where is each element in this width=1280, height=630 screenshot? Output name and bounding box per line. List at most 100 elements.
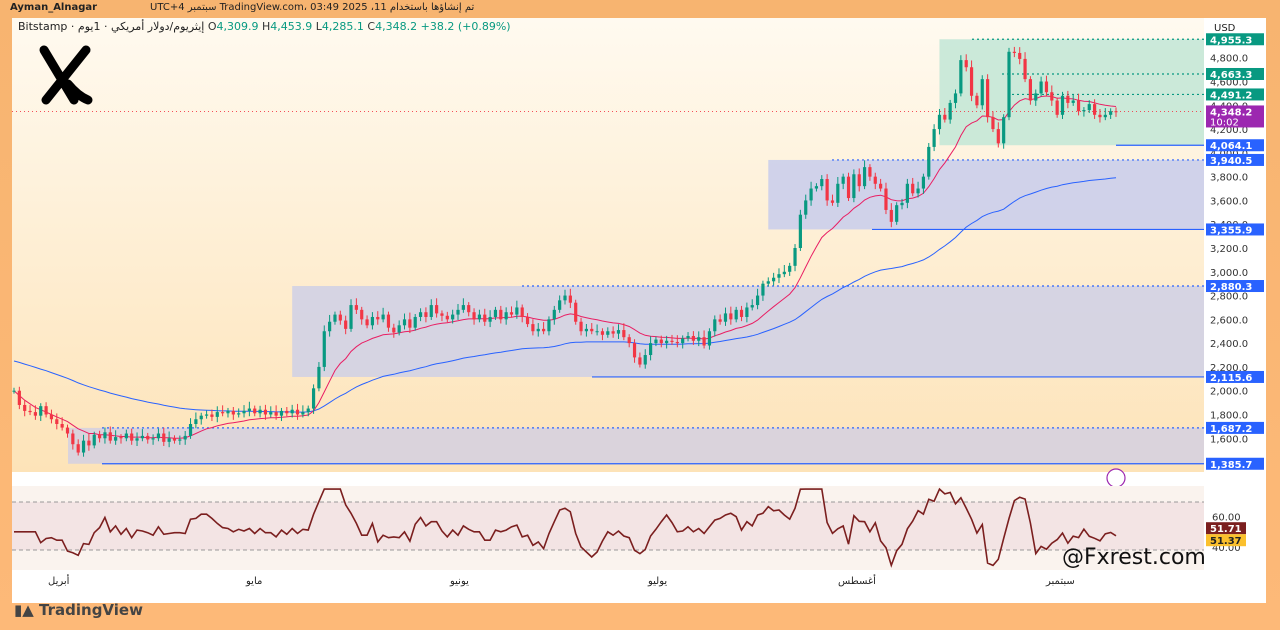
candle (477, 309, 482, 323)
candle-body (590, 328, 594, 332)
candle-body (290, 409, 294, 414)
candle-body (841, 176, 845, 184)
candle (991, 111, 995, 133)
candle (648, 336, 653, 361)
candle-body (884, 188, 888, 210)
candle (440, 310, 444, 322)
candle (964, 54, 968, 72)
candle-body (777, 274, 781, 278)
candle-body (937, 114, 942, 130)
candle (558, 295, 562, 313)
month-label: أبريل (48, 574, 70, 587)
candle-body (413, 316, 417, 328)
level-price-tag: 3,940.5 (1210, 156, 1252, 167)
candle (793, 244, 797, 272)
candle-body (360, 309, 364, 320)
level-price-tag-bg (1206, 153, 1264, 166)
candle-body (905, 183, 909, 203)
candle-body (477, 314, 482, 320)
candle-body (92, 434, 96, 446)
candle (713, 315, 717, 337)
candle-body (429, 305, 433, 317)
price-chart[interactable]: USD4,800.04,600.04,400.04,200.04,000.03,… (12, 18, 1266, 603)
candle (830, 194, 835, 206)
candle-body (279, 410, 284, 416)
level-price-tag-bg (1206, 421, 1264, 434)
candle-body (686, 336, 690, 339)
candle-body (964, 60, 968, 68)
candle (873, 172, 877, 190)
candle (87, 433, 91, 451)
candle-body (788, 265, 792, 272)
candle-body (825, 179, 829, 201)
price-tick-label: 2,400.0 (1210, 339, 1248, 350)
candle-body (365, 319, 369, 326)
candle-body (927, 146, 931, 177)
candle (499, 305, 503, 324)
candle (515, 300, 519, 319)
rsi-ma-tag-bg (1206, 534, 1246, 547)
candle (461, 298, 465, 313)
candle (734, 306, 738, 323)
candle-body (354, 305, 358, 310)
level-price-tag-bg (1206, 88, 1264, 101)
logo-stroke-3 (63, 79, 93, 105)
candle-body (402, 319, 407, 326)
candle (146, 432, 150, 444)
candle-body (542, 328, 546, 332)
candle-body (103, 432, 107, 439)
price-axis: USD4,800.04,600.04,400.04,200.04,000.03,… (1204, 18, 1266, 603)
candle (162, 427, 166, 446)
candle-body (1012, 51, 1016, 53)
candle (509, 306, 514, 318)
chart-area[interactable]: USD4,800.04,600.04,400.04,200.04,000.03,… (12, 18, 1266, 603)
candle-body (39, 406, 43, 416)
last-price-tag-bg (1206, 105, 1264, 128)
candle (65, 424, 70, 438)
candle (402, 313, 407, 330)
candle-body (295, 409, 300, 415)
candle-body (215, 412, 219, 417)
candle (12, 387, 16, 394)
candle-body (515, 307, 519, 315)
candle-body (221, 412, 225, 414)
candle-body (17, 390, 21, 405)
candle (542, 322, 546, 335)
candle (429, 299, 433, 320)
rsi-tick-label: 40.00 (1212, 543, 1241, 554)
candle-body (836, 183, 840, 203)
candle-body (1028, 79, 1033, 101)
candle (611, 326, 615, 338)
candle (525, 313, 530, 328)
candle-body (804, 200, 808, 215)
candle-body (579, 321, 583, 332)
candle (472, 308, 476, 325)
candle-body (135, 438, 139, 441)
level-price-tag-bg (1206, 457, 1264, 470)
candle (1103, 108, 1107, 121)
candle (424, 307, 428, 323)
candle (317, 362, 321, 392)
candle (295, 403, 300, 420)
candle-body (552, 309, 556, 320)
candle (788, 262, 792, 276)
candle-body (124, 433, 128, 439)
support-zone-4 (939, 39, 1204, 146)
candle-body (178, 439, 182, 441)
candle (1034, 89, 1038, 106)
candle (702, 330, 706, 349)
level-price-tag: 1,687.2 (1210, 424, 1252, 435)
candle (365, 315, 369, 329)
candle-body (1039, 81, 1043, 94)
candle-body (536, 328, 540, 332)
candle (777, 268, 781, 284)
candle (697, 331, 701, 347)
candle (397, 320, 401, 336)
candle-body (451, 314, 455, 320)
candle-body (697, 337, 701, 341)
price-tick-label: 2,200.0 (1210, 363, 1248, 374)
candle (1066, 90, 1070, 109)
watermark-text: @Fxrest.com (1062, 545, 1206, 570)
candle-body (568, 295, 572, 303)
candle (782, 265, 786, 278)
